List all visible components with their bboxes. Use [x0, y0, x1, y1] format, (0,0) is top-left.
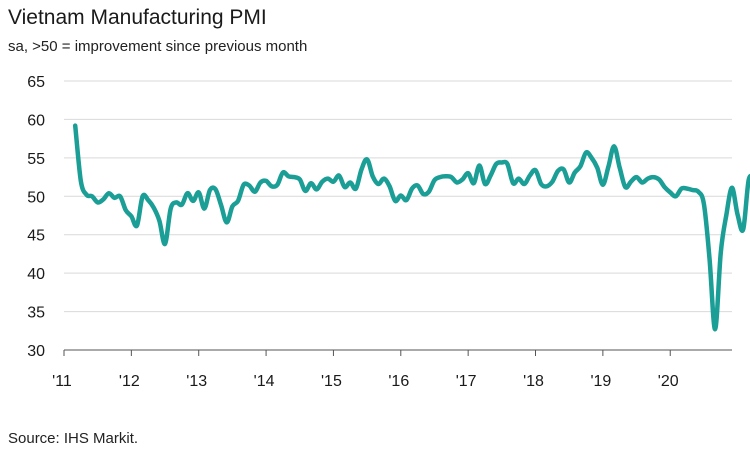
- y-tick-label: 35: [27, 305, 45, 322]
- pmi-series-line: [72, 123, 750, 332]
- x-tick-label: '17: [456, 373, 477, 390]
- source-note: Source: IHS Markit.: [8, 430, 139, 447]
- y-tick-label: 40: [27, 266, 45, 283]
- x-tick-label: '13: [186, 373, 207, 390]
- y-tick-label: 50: [27, 189, 45, 206]
- chart-subtitle: sa, >50 = improvement since previous mon…: [8, 38, 308, 55]
- y-tick-label: 65: [27, 74, 45, 91]
- x-tick-label: '14: [254, 373, 275, 390]
- x-tick-label: '16: [388, 373, 409, 390]
- y-tick-label: 45: [27, 228, 45, 245]
- grid-lines: [64, 80, 732, 313]
- y-tick-label: 55: [27, 151, 45, 168]
- y-tick-label: 30: [27, 343, 45, 360]
- x-tick-label: '19: [590, 373, 611, 390]
- y-axis-ticks: 30 35 40 45 50 55 60 65: [27, 74, 45, 360]
- x-tick-label: '18: [523, 373, 544, 390]
- x-axis-ticks: '11 '12 '13 '14 '15 '16 '17 '18 '19 '20: [52, 350, 679, 390]
- x-tick-label: '20: [658, 373, 679, 390]
- x-tick-label: '15: [321, 373, 342, 390]
- x-tick-label: '12: [119, 373, 140, 390]
- y-tick-label: 60: [27, 112, 45, 129]
- chart-title: Vietnam Manufacturing PMI: [8, 6, 267, 29]
- x-tick-label: '11: [52, 373, 72, 390]
